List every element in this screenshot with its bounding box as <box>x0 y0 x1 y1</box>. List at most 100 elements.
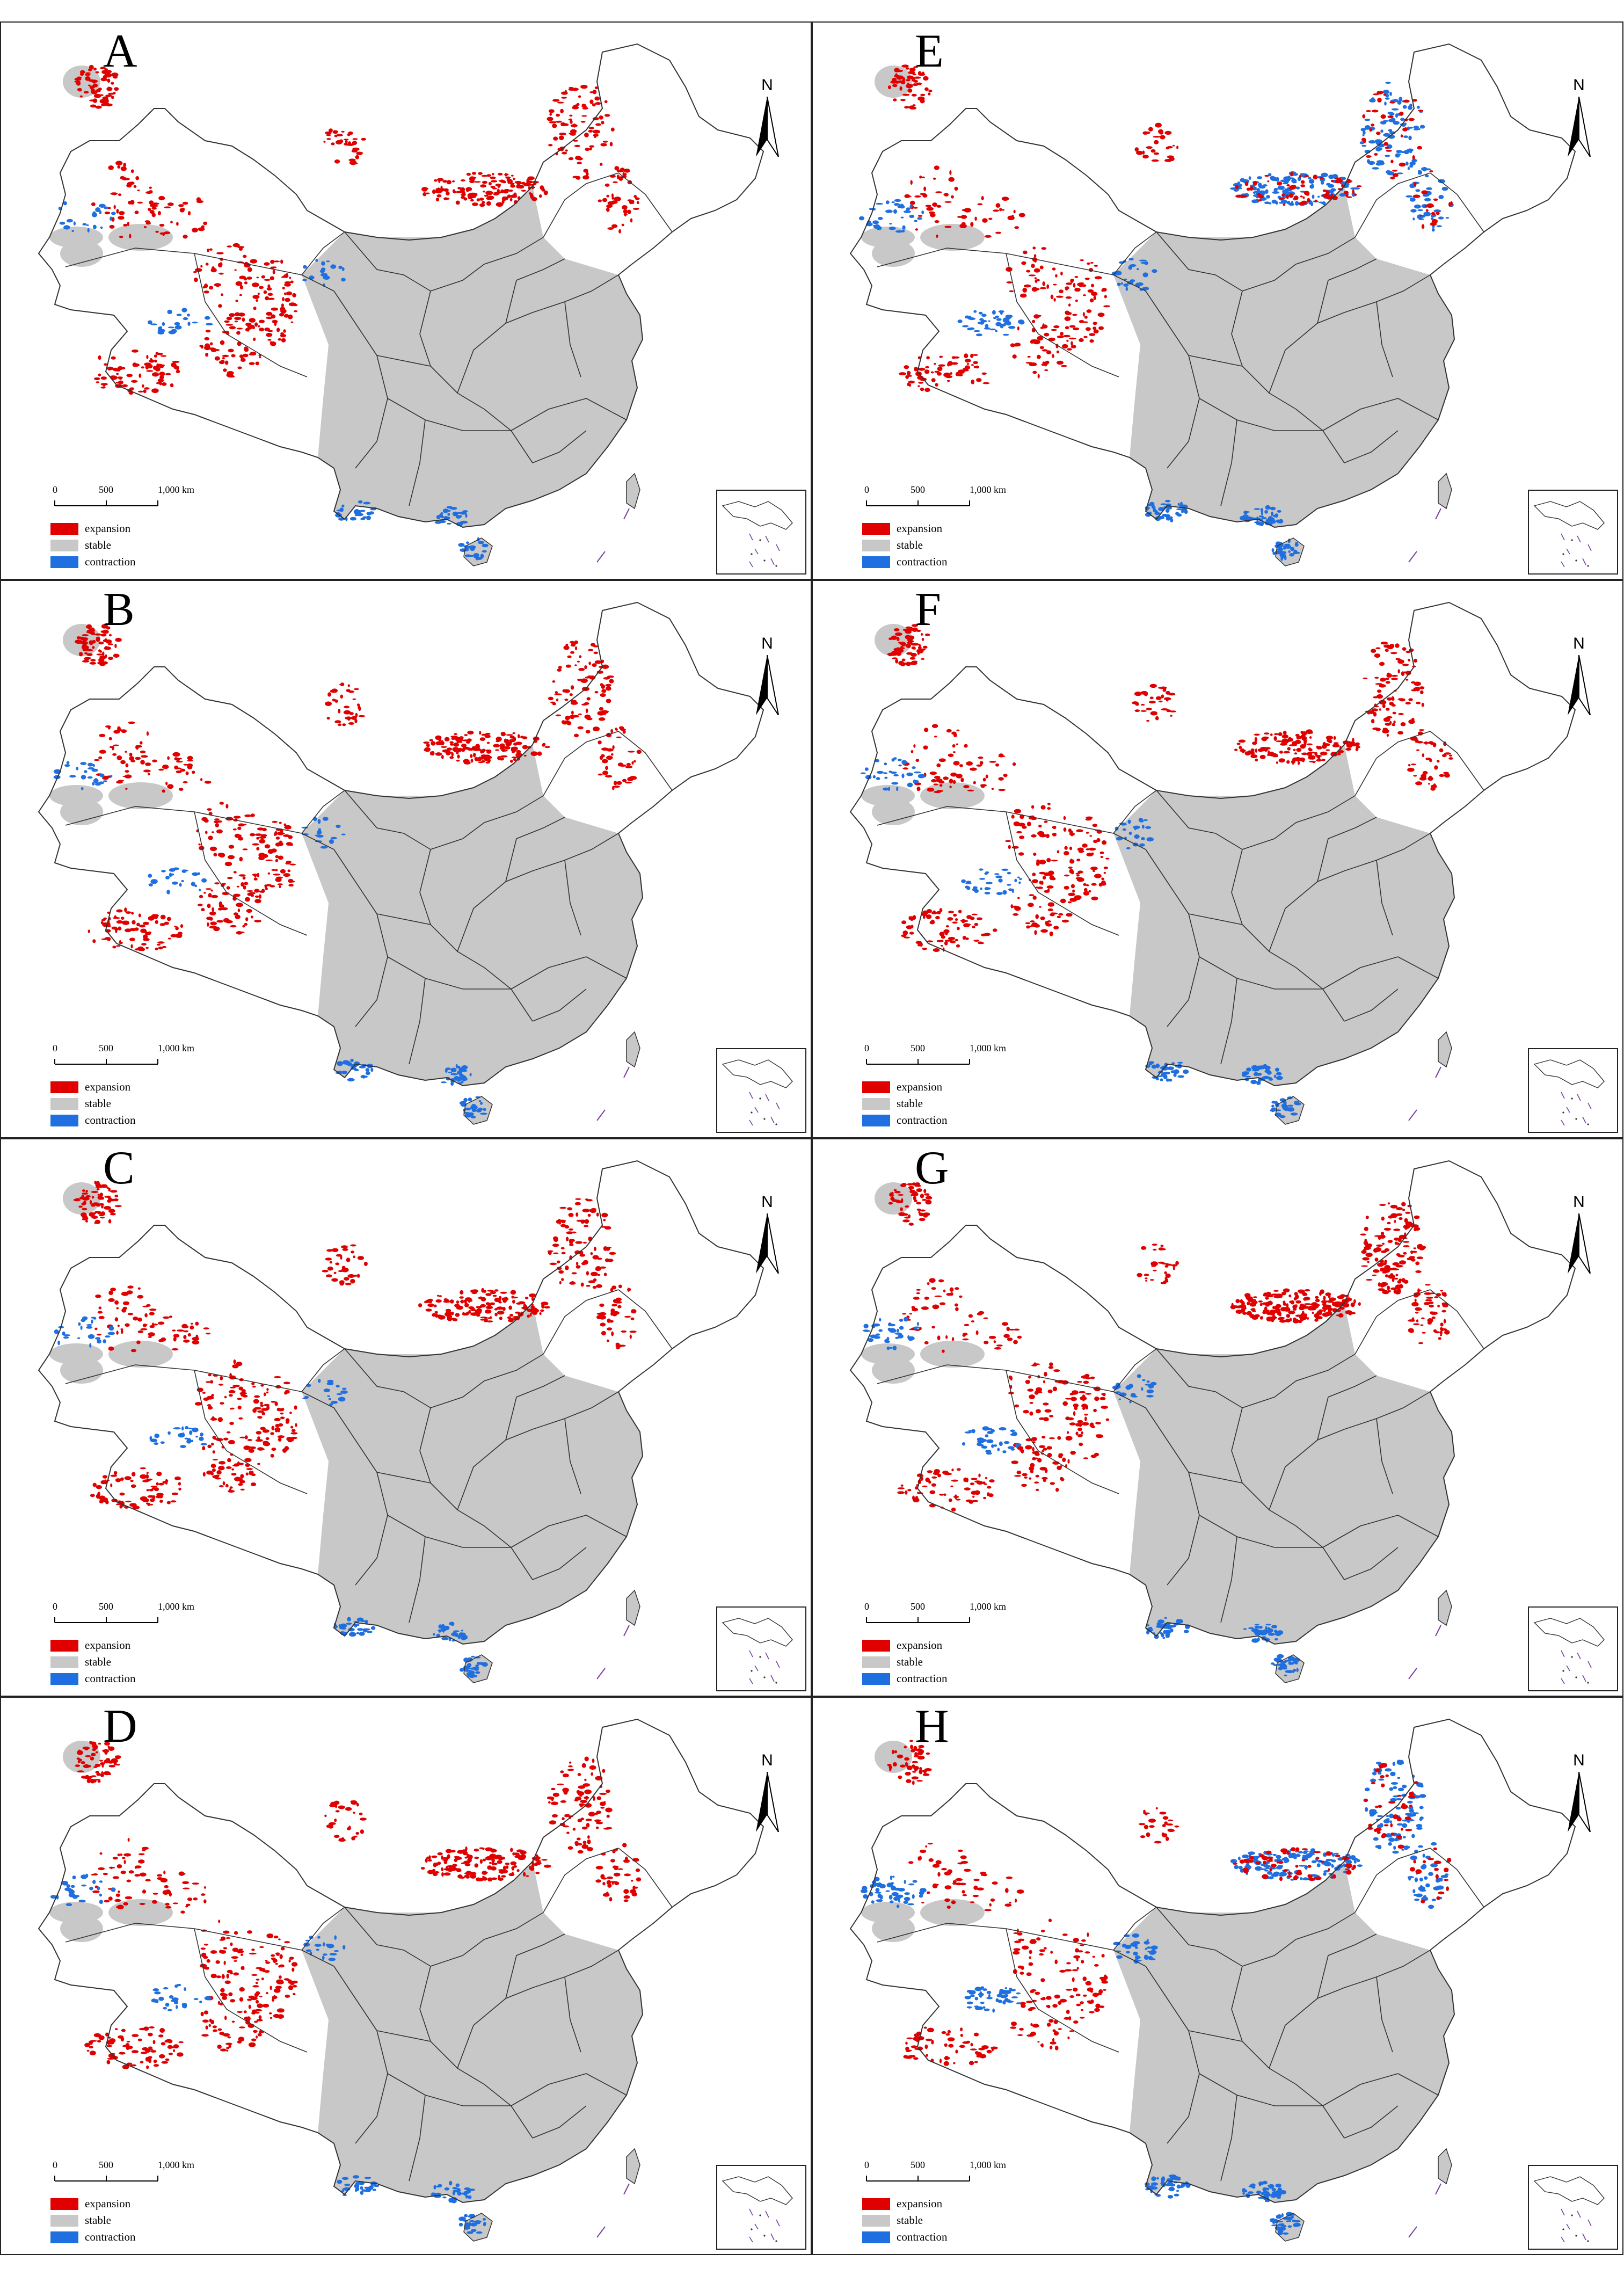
north-change-patch <box>1407 166 1410 170</box>
north-change-patch <box>1293 748 1296 752</box>
contraction-patch <box>468 1674 476 1678</box>
province-boundary <box>543 731 619 796</box>
expansion-patch <box>1003 774 1008 777</box>
north-change-patch <box>595 123 601 126</box>
contraction-patch <box>92 782 95 786</box>
expansion-patch <box>948 936 956 940</box>
expansion-patch <box>279 885 281 889</box>
contraction-patch <box>884 776 888 779</box>
expansion-patch <box>984 1341 989 1344</box>
contraction-patch <box>1183 1069 1189 1074</box>
north-change-patch <box>494 1297 500 1303</box>
expansion-patch <box>206 917 213 920</box>
expansion-patch <box>1134 147 1139 152</box>
expansion-patch <box>258 894 261 899</box>
expansion-patch <box>236 885 239 888</box>
expansion-patch <box>1070 1451 1076 1455</box>
expansion-patch <box>953 913 957 917</box>
north-change-patch <box>594 134 596 139</box>
expansion-patch <box>170 221 173 224</box>
north-change-patch <box>589 145 595 148</box>
expansion-patch <box>208 1373 212 1377</box>
expansion-patch <box>1051 329 1057 331</box>
inset-island <box>751 1111 753 1114</box>
north-change-patch <box>573 140 579 142</box>
expansion-patch <box>1049 931 1053 936</box>
expansion-patch <box>891 635 897 640</box>
province-boundary <box>1188 913 1243 925</box>
expansion-patch <box>1032 1457 1036 1460</box>
expansion-patch <box>237 1405 242 1409</box>
expansion-patch <box>1267 180 1270 183</box>
expansion-patch <box>1068 892 1075 896</box>
expansion-patch <box>281 338 286 343</box>
expansion-patch <box>1414 181 1417 186</box>
north-change-patch <box>570 701 578 705</box>
expansion-patch <box>140 755 148 758</box>
north-change-patch <box>625 766 633 768</box>
north-change-patch <box>483 191 485 193</box>
north-change-patch <box>570 124 578 127</box>
north-change-patch <box>1310 752 1315 754</box>
expansion-patch <box>1052 1386 1058 1392</box>
expansion-patch <box>1044 332 1050 337</box>
expansion-patch <box>178 935 182 938</box>
contraction-patch <box>1261 517 1267 520</box>
expansion-patch <box>83 91 89 94</box>
expansion-patch <box>1002 1322 1008 1326</box>
contraction-patch <box>1166 1078 1170 1082</box>
expansion-patch <box>272 820 278 823</box>
north-change-patch <box>491 180 498 183</box>
expansion-patch <box>1017 326 1019 331</box>
expansion-patch <box>113 744 119 746</box>
contraction-patch <box>976 333 982 337</box>
expansion-patch <box>92 1482 97 1487</box>
contraction-patch <box>889 770 892 773</box>
contraction-patch <box>1120 282 1123 285</box>
north-change-patch <box>618 726 624 730</box>
expansion-patch <box>123 223 128 227</box>
expansion-patch <box>936 763 941 767</box>
north-change-patch <box>1255 758 1258 762</box>
expansion-patch <box>289 863 296 866</box>
north-change-patch <box>494 1289 499 1292</box>
expansion-patch <box>213 853 217 857</box>
north-change-patch <box>556 113 560 117</box>
expansion-patch <box>92 639 96 644</box>
contraction-patch <box>355 1624 360 1626</box>
north-change-patch <box>1356 746 1361 748</box>
expansion-patch <box>1073 1404 1079 1407</box>
expansion-patch <box>97 1492 100 1496</box>
contraction-patch <box>1155 1063 1160 1068</box>
expansion-patch <box>1060 271 1063 276</box>
north-change-patch <box>1386 673 1392 678</box>
contraction-patch <box>1125 286 1128 291</box>
expansion-patch <box>225 1484 229 1488</box>
contraction-patch <box>150 879 158 883</box>
expansion-patch <box>1037 1458 1042 1463</box>
expansion-patch <box>1025 922 1031 925</box>
expansion-patch <box>183 781 188 783</box>
expansion-patch <box>1281 193 1285 197</box>
north-change-patch <box>1266 195 1270 199</box>
expansion-patch <box>92 98 98 103</box>
expansion-patch <box>1047 803 1051 805</box>
scale-tick-label: 500 <box>911 1043 925 1053</box>
expansion-patch <box>219 1485 224 1488</box>
contraction-patch <box>88 1334 95 1339</box>
stable-patch <box>872 798 915 825</box>
north-change-patch <box>1310 731 1313 734</box>
expansion-patch <box>341 1245 348 1249</box>
expansion-patch <box>1048 1437 1055 1439</box>
contraction-patch <box>1018 319 1024 324</box>
expansion-patch <box>288 302 296 307</box>
expansion-patch <box>1093 329 1099 334</box>
expansion-patch <box>344 142 348 146</box>
north-change-patch <box>1432 742 1437 747</box>
expansion-patch <box>270 276 274 280</box>
north-change-patch <box>1410 197 1416 202</box>
expansion-patch <box>1403 99 1410 103</box>
expansion-patch <box>261 1412 266 1415</box>
expansion-patch <box>327 692 332 697</box>
expansion-patch <box>947 361 953 366</box>
